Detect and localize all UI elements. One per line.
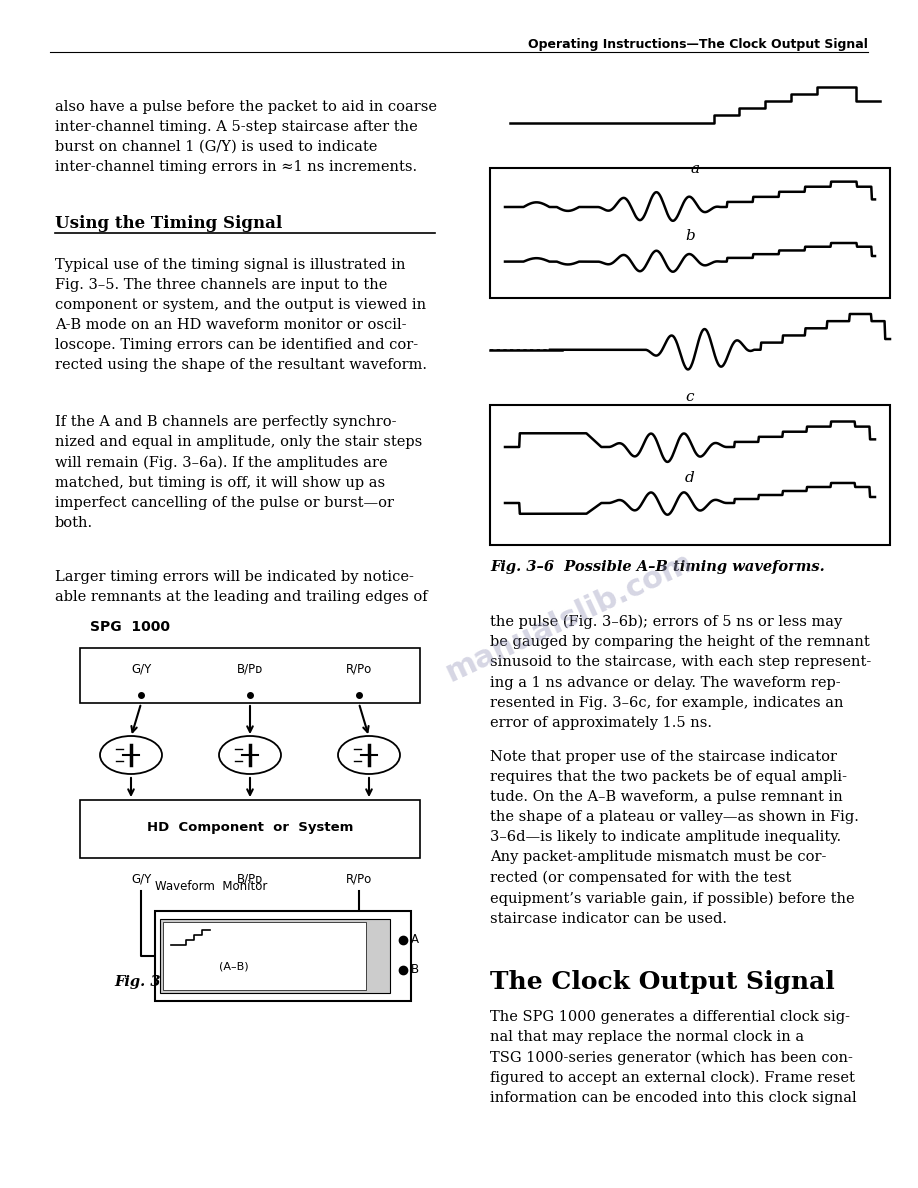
Text: Larger timing errors will be indicated by notice-
able remnants at the leading a: Larger timing errors will be indicated b… (55, 570, 428, 604)
Text: Typical use of the timing signal is illustrated in
Fig. 3–5. The three channels : Typical use of the timing signal is illu… (55, 258, 427, 372)
Text: B/Pᴅ: B/Pᴅ (237, 873, 263, 886)
Bar (162, 922, 365, 990)
Text: c: c (686, 390, 694, 404)
Text: G/Y: G/Y (131, 663, 151, 676)
Bar (80, 647, 420, 703)
Text: d: d (685, 470, 695, 485)
Text: b: b (685, 228, 695, 242)
Text: If the A and B channels are perfectly synchro-
nized and equal in amplitude, onl: If the A and B channels are perfectly sy… (55, 415, 422, 530)
Text: The Clock Output Signal: The Clock Output Signal (490, 969, 834, 994)
Text: A: A (410, 934, 419, 947)
Text: Fig. 3–5  Using the timing signal.: Fig. 3–5 Using the timing signal. (114, 975, 386, 988)
Text: (A–B): (A–B) (219, 962, 249, 972)
Text: manualslib.com: manualslib.com (441, 548, 698, 688)
Text: also have a pulse before the packet to aid in coarse
inter-channel timing. A 5-s: also have a pulse before the packet to a… (55, 100, 437, 175)
Text: SPG  1000: SPG 1000 (90, 620, 170, 634)
Ellipse shape (219, 737, 281, 775)
Text: Waveform  Monitor: Waveform Monitor (155, 880, 267, 893)
Bar (490, 168, 890, 298)
Text: R/Pᴏ: R/Pᴏ (346, 663, 372, 676)
Text: R/Pᴏ: R/Pᴏ (346, 873, 372, 886)
Text: a: a (690, 162, 700, 176)
Bar (490, 405, 890, 545)
Text: the pulse (Fig. 3–6b); errors of 5 ns or less may
be gauged by comparing the hei: the pulse (Fig. 3–6b); errors of 5 ns or… (490, 615, 871, 729)
Text: The SPG 1000 generates a differential clock sig-
nal that may replace the normal: The SPG 1000 generates a differential cl… (490, 1010, 856, 1105)
Bar (155, 911, 410, 1001)
Text: Operating Instructions—The Clock Output Signal: Operating Instructions—The Clock Output … (528, 38, 868, 51)
Bar (160, 920, 390, 993)
Text: Fig. 3–6  Possible A–B timing waveforms.: Fig. 3–6 Possible A–B timing waveforms. (490, 560, 824, 574)
Ellipse shape (100, 737, 162, 775)
Text: B: B (410, 963, 419, 977)
Text: Note that proper use of the staircase indicator
requires that the two packets be: Note that proper use of the staircase in… (490, 750, 859, 925)
Ellipse shape (338, 737, 400, 775)
Text: Using the Timing Signal: Using the Timing Signal (55, 215, 282, 232)
Text: B/Pᴅ: B/Pᴅ (237, 663, 263, 676)
Text: HD  Component  or  System: HD Component or System (147, 821, 353, 834)
Text: G/Y: G/Y (131, 873, 151, 886)
Bar (80, 800, 420, 858)
